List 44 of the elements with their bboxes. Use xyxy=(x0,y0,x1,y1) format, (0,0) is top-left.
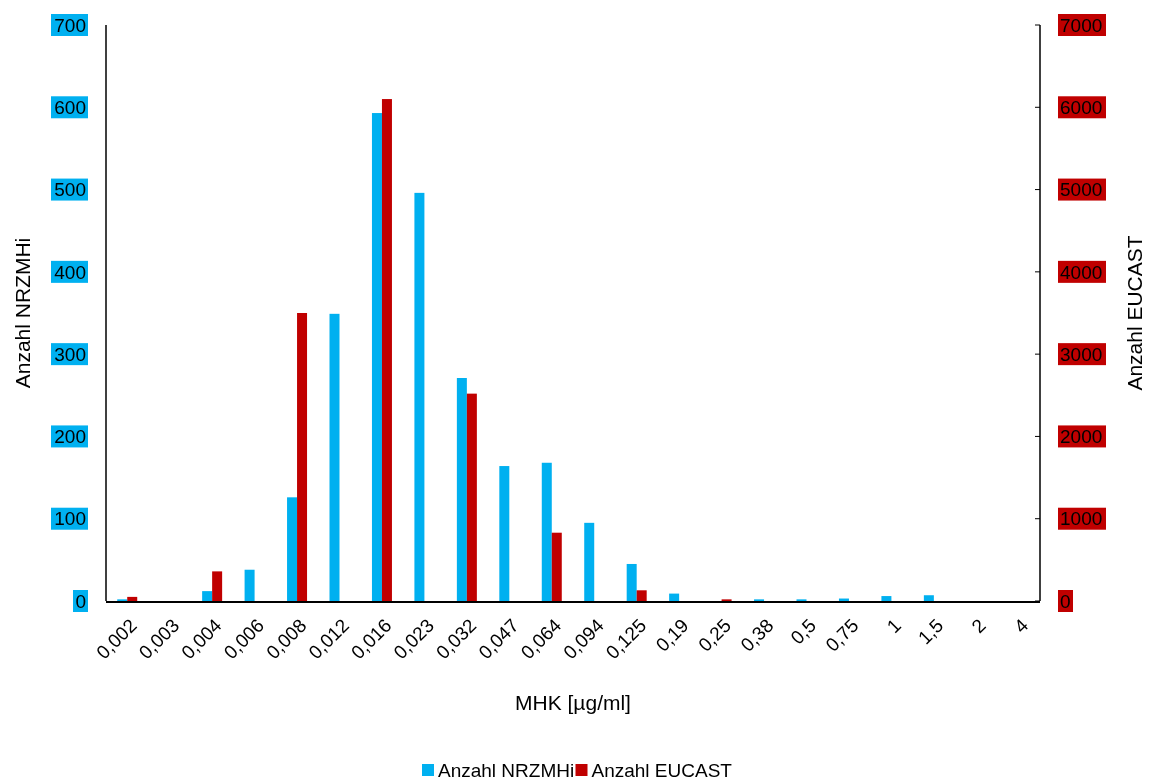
y2-tick-label: 5000 xyxy=(1060,179,1103,201)
y2-tick-label: 1000 xyxy=(1060,508,1103,530)
y-axis-title: Anzahl NRZMHi xyxy=(11,237,34,389)
x-axis-title: MHK [µg/ml] xyxy=(515,691,631,714)
bar xyxy=(297,313,308,601)
bar xyxy=(669,593,680,601)
y-tick-label: 600 xyxy=(54,96,86,118)
bar xyxy=(584,522,595,601)
x-tick-label: 0,25 xyxy=(694,614,736,656)
y-tick-label: 300 xyxy=(54,343,86,365)
y-tick-label: 0 xyxy=(75,590,86,612)
bar xyxy=(541,462,552,601)
y2-tick-label: 0 xyxy=(1060,590,1071,612)
bar xyxy=(212,571,223,601)
y-tick-label: 200 xyxy=(54,426,86,448)
y-tick-label: 700 xyxy=(54,14,86,36)
bar xyxy=(127,596,138,601)
x-tick-label: 1 xyxy=(882,614,905,638)
y-tick-label: 400 xyxy=(54,261,86,283)
x-tick-label: 0,5 xyxy=(786,614,821,649)
y-tick-label: 500 xyxy=(54,179,86,201)
bar xyxy=(414,192,425,601)
bar xyxy=(244,569,255,601)
x-tick-label: 4 xyxy=(1009,614,1033,638)
bar xyxy=(881,596,892,601)
x-tick-label: 0,19 xyxy=(651,614,693,656)
x-tick-label: 0,38 xyxy=(736,614,778,656)
y2-axis-title: Anzahl EUCAST xyxy=(1123,235,1146,391)
y2-tick-label: 3000 xyxy=(1060,343,1103,365)
legend-label: Anzahl NRZMHi xyxy=(438,759,575,781)
bar xyxy=(329,313,340,601)
y2-tick-label: 6000 xyxy=(1060,96,1103,118)
y2-tick-label: 4000 xyxy=(1060,261,1103,283)
bar xyxy=(499,466,510,601)
x-tick-label: 1,5 xyxy=(913,614,948,649)
bar xyxy=(626,563,637,601)
bar xyxy=(923,595,934,601)
y-tick-label: 100 xyxy=(54,508,86,530)
x-tick-label: 0,75 xyxy=(821,614,863,656)
bar xyxy=(636,590,647,601)
x-tick-label: 2 xyxy=(967,614,990,638)
y2-tick-label: 7000 xyxy=(1060,14,1103,36)
legend-label: Anzahl EUCAST xyxy=(591,759,733,781)
y2-tick-label: 2000 xyxy=(1060,426,1103,448)
